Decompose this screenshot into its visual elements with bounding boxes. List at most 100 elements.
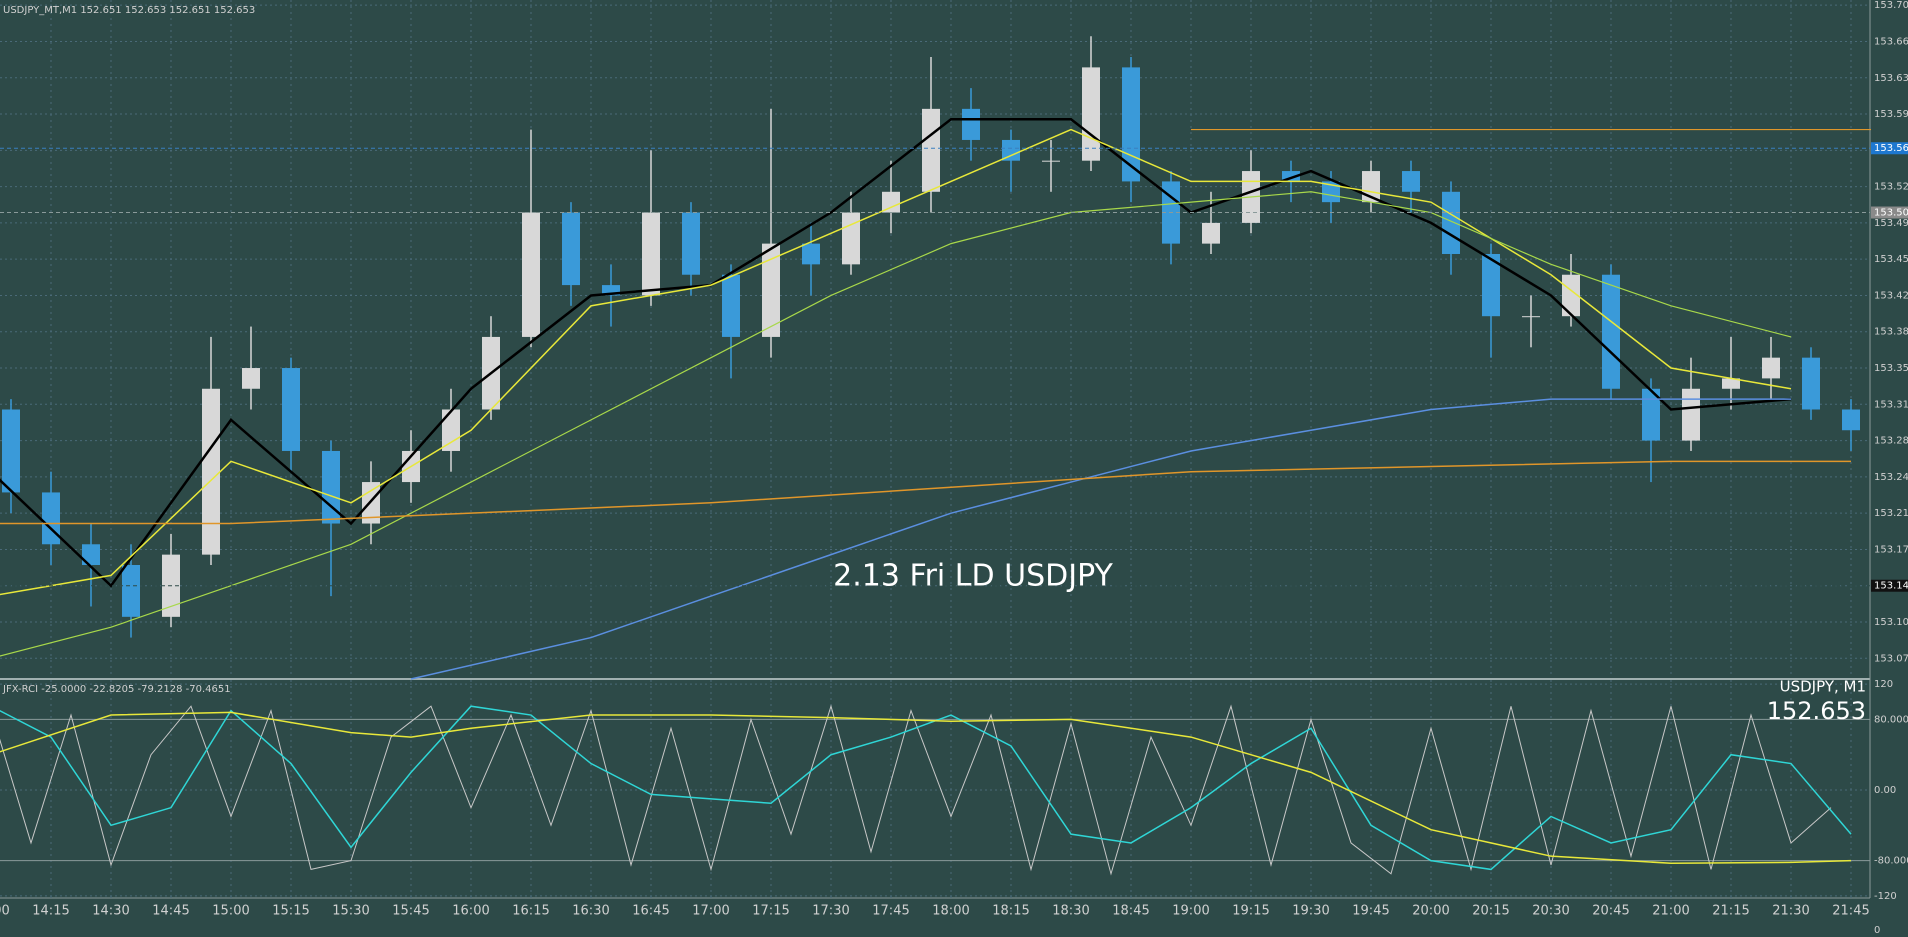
y-tick-label: 120 [1874,679,1893,690]
x-tick-label: 15:00 [212,904,249,919]
x-tick-label: 20:45 [1592,904,1629,919]
candle-body [842,212,860,265]
candle-body [2,409,20,493]
chart-header: USDJPY_MT,M1 152.651 152.653 152.651 152… [3,5,255,16]
indicator-line [0,704,1832,876]
x-tick-label: 18:15 [992,904,1029,919]
price-label-box [1871,579,1908,592]
y-tick-label: 153.455 [1874,254,1908,265]
x-tick-label: 18:45 [1112,904,1149,919]
x-tick-label: 17:45 [872,904,909,919]
x-tick-label: 15:15 [272,904,309,919]
annotation: 2.13 Fri LD USDJPY [833,559,1113,594]
candle-body [602,285,620,296]
y-tick-label: -80.0000 [1874,856,1908,867]
candle-body [242,368,260,389]
x-tick-label: 18:30 [1052,904,1089,919]
candle-body [802,243,820,265]
x-tick-label: 19:15 [1232,904,1269,919]
y-tick-label: -120 [1874,891,1897,902]
y-tick-label: 153.280 [1874,436,1908,447]
y-tick-label: 80.0000 [1874,714,1908,725]
x-tick-label: 14:45 [152,904,189,919]
candle-body [1802,357,1820,410]
price-label-box [1871,142,1908,155]
x-tick-label: 20:15 [1472,904,1509,919]
x-tick-label: 20:00 [1412,904,1449,919]
y-tick-label: 153.420 [1874,290,1908,301]
x-tick-label: 21:30 [1772,904,1809,919]
candle-body [1642,388,1660,441]
x-tick-label: 16:45 [632,904,669,919]
y-tick-label: 153.070 [1874,653,1908,664]
candle-body [442,409,460,451]
y-tick-label: 0.00 [1874,785,1896,796]
symbol-label: USDJPY, M1 [1780,678,1866,696]
price-label: 153.562 [1874,143,1908,154]
y-tick-label: 153.175 [1874,544,1908,555]
y-tick-label: 153.105 [1874,617,1908,628]
indicator-header: JFX-RCI -25.0000 -22.8205 -79.2128 -70.4… [2,684,231,695]
price-label: 153.500 [1874,208,1908,219]
y-tick-label: 153.245 [1874,472,1908,483]
candle-body [1722,378,1740,389]
x-tick-label: 15:30 [332,904,369,919]
candle-body [1602,274,1620,389]
x-tick-label: 21:15 [1712,904,1749,919]
x-tick-label: 14:00 [0,904,10,919]
candle-body [642,212,660,296]
x-tick-label: 21:45 [1832,904,1869,919]
candle-body [1202,222,1220,244]
price-label: 152.653 [1767,697,1866,725]
y-tick-label: 153.630 [1874,73,1908,84]
x-tick-label: 16:30 [572,904,609,919]
candle-body [122,565,140,617]
candle-body [522,212,540,337]
y-tick-label: 153.315 [1874,399,1908,410]
candle-body [762,243,780,337]
x-tick-label: 16:15 [512,904,549,919]
candle-body [1842,409,1860,431]
candle-body [1442,191,1460,254]
corner-label: 0 [1874,925,1880,936]
x-tick-label: 14:15 [32,904,69,919]
candle-body [1322,181,1340,203]
y-tick-label: 153.385 [1874,327,1908,338]
candle-body [1282,171,1300,182]
x-tick-label: 14:30 [92,904,129,919]
x-tick-label: 15:45 [392,904,429,919]
indicator-line [0,460,1851,525]
x-tick-label: 17:00 [692,904,729,919]
x-tick-label: 21:00 [1652,904,1689,919]
candle-body [1042,160,1060,162]
y-tick-label: 153.490 [1874,218,1908,229]
candle-body [962,108,980,140]
candle-body [282,368,300,451]
x-tick-label: 20:30 [1532,904,1569,919]
candle-body [42,492,60,545]
candle-body [882,191,900,213]
y-tick-label: 153.350 [1874,363,1908,374]
candle-body [1082,67,1100,161]
candle-body [922,108,940,192]
indicator-line [0,705,1852,871]
candle-body [322,450,340,524]
x-tick-label: 18:00 [932,904,969,919]
x-tick-label: 19:30 [1292,904,1329,919]
candle-body [1682,388,1700,441]
candle-body [1562,274,1580,317]
candle-body [682,212,700,275]
candle-body [562,212,580,286]
candle-body [82,544,100,565]
y-tick-label: 153.525 [1874,182,1908,193]
x-tick-label: 17:30 [812,904,849,919]
price-label-box [1871,206,1908,219]
y-tick-label: 153.210 [1874,508,1908,519]
candle-body [202,388,220,555]
candle-body [1762,357,1780,379]
x-tick-label: 17:15 [752,904,789,919]
candle-body [1002,139,1020,161]
